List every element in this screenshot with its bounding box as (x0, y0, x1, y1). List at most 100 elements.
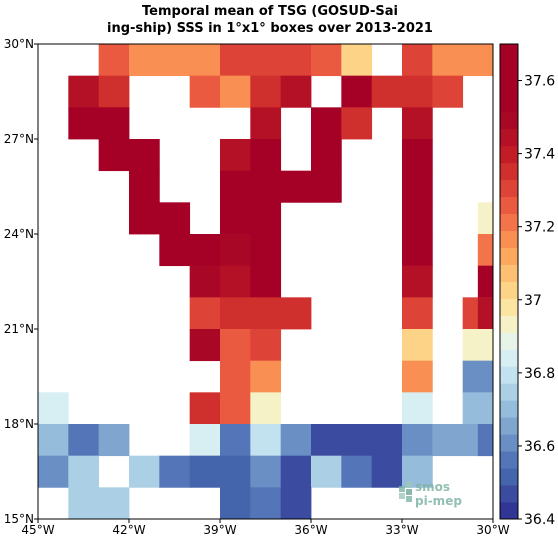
sss-cell (341, 424, 373, 457)
colorbar-segment (500, 230, 518, 248)
sss-cell (250, 392, 282, 425)
x-tick-label: 45°W (21, 523, 54, 537)
sss-cell (129, 455, 160, 488)
sss-cell (68, 107, 100, 140)
sss-cell (402, 139, 433, 172)
smos-pimep-logo: smos pi-mep (397, 478, 487, 518)
y-tick-label: 21°N (4, 322, 34, 336)
sss-cell (220, 360, 251, 393)
colorbar-tick-label: 37 (524, 293, 542, 309)
sss-cell (250, 170, 282, 203)
colorbar-tick-label: 36.4 (524, 512, 555, 528)
x-tick-label: 39°W (203, 523, 236, 537)
sss-cell (129, 139, 160, 172)
sss-cell (250, 202, 282, 235)
colorbar-tick-label: 37.4 (524, 147, 555, 163)
sss-cell (462, 392, 494, 425)
colorbar-segment (500, 298, 518, 316)
colorbar-segment (500, 366, 518, 384)
sss-cell (280, 455, 312, 488)
colorbar-segment (500, 94, 518, 113)
sss-cell (220, 329, 251, 362)
sss-cell (402, 107, 433, 140)
sss-cell (280, 75, 312, 108)
sss-cell (189, 234, 221, 267)
sss-cell (280, 424, 312, 457)
sss-cell (311, 44, 342, 77)
sss-cell (220, 234, 251, 267)
colorbar-segment (500, 196, 518, 215)
sss-cell (250, 297, 282, 330)
colorbar-segment (500, 468, 518, 486)
sss-cell (220, 297, 251, 330)
colorbar-segment (500, 44, 518, 62)
y-tick-label: 30°N (4, 37, 34, 51)
sss-cell (250, 360, 282, 393)
sss-cell (220, 139, 251, 172)
colorbar-segment (500, 162, 518, 181)
sss-cell (220, 75, 251, 108)
colorbar-segment (500, 400, 518, 418)
sss-cell (402, 44, 433, 77)
sss-cell (462, 360, 494, 393)
sss-cell (462, 44, 494, 77)
sss-cell (159, 202, 191, 235)
sss-cell (98, 139, 130, 172)
sss-cell (250, 329, 282, 362)
sss-cell (129, 202, 160, 235)
sss-cell (98, 75, 130, 108)
sss-cell (402, 424, 433, 457)
sss-cell (250, 44, 282, 77)
sss-cell (250, 75, 282, 108)
sss-cell (159, 455, 191, 488)
sss-cell (189, 424, 221, 457)
y-tick-label: 27°N (4, 132, 34, 146)
sss-cell (341, 455, 373, 488)
colorbar-segment (500, 434, 518, 452)
x-tick-label: 36°W (294, 523, 327, 537)
y-tick-label: 15°N (4, 512, 34, 526)
sss-cell (220, 455, 251, 488)
sss-cell (159, 234, 191, 267)
sss-cell (402, 392, 433, 425)
sss-cell (250, 234, 282, 267)
colorbar-segment (500, 264, 518, 282)
colorbar-frame (499, 43, 519, 520)
colorbar-tick-label: 37.6 (524, 74, 555, 90)
sss-cell (477, 202, 494, 235)
sss-cell (129, 170, 160, 203)
sss-cell (220, 170, 251, 203)
y-axis-ticks: 15°N 18°N 21°N 24°N 27°N 30°N (4, 37, 38, 526)
sss-cell (311, 139, 342, 172)
sss-cell (220, 424, 251, 457)
sss-cell (477, 234, 494, 267)
y-tick-label: 18°N (4, 417, 34, 431)
sss-cell (250, 139, 282, 172)
sss-cell (98, 107, 130, 140)
sss-cell (280, 44, 312, 77)
sss-cell (462, 329, 494, 362)
sss-cell (220, 202, 251, 235)
sss-cell (280, 170, 312, 203)
sss-cell (402, 360, 433, 393)
colorbar-segment (500, 111, 518, 130)
logo-text: smos pi-mep (415, 480, 462, 508)
colorbar-segment (500, 485, 518, 503)
sss-cell (341, 44, 373, 77)
sss-cell (371, 75, 403, 108)
sss-cell (402, 234, 433, 267)
sss-cell (68, 75, 100, 108)
colorbar-segment (500, 213, 518, 232)
sss-cell (189, 392, 221, 425)
sss-cell (402, 202, 433, 235)
map-title: Temporal mean of TSG (GOSUD-Sai ing-ship… (0, 3, 540, 37)
sss-cell (38, 392, 69, 425)
sss-cell (38, 455, 69, 488)
colorbar-segment (500, 179, 518, 198)
logo-mark-icon (399, 482, 412, 502)
sss-cell (280, 487, 312, 520)
sss-cell (220, 265, 251, 298)
map-title-line-2: ing-ship) SSS in 1°x1° boxes over 2013-2… (107, 21, 433, 36)
sss-cell (477, 424, 494, 457)
sss-cell (477, 297, 494, 330)
